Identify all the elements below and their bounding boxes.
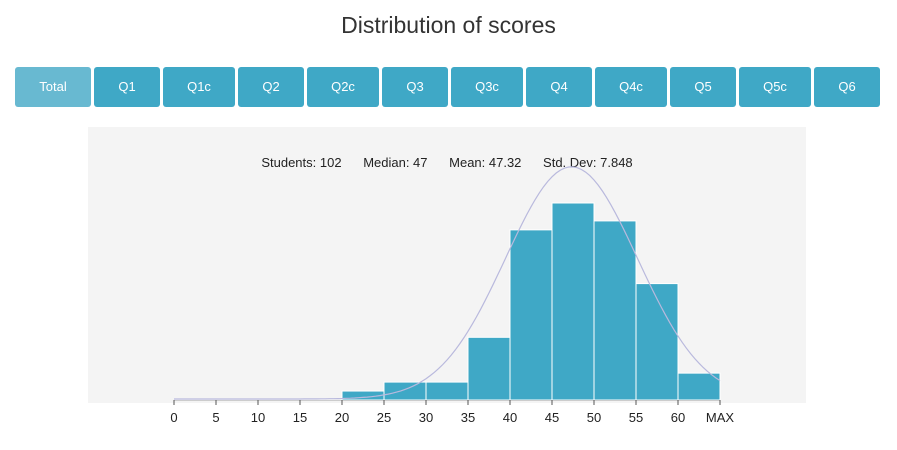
mean-value: Mean: 47.32 [449,155,522,170]
tab-q5c[interactable]: Q5c [739,67,811,107]
x-tick-label: 50 [587,410,601,425]
tab-q3c[interactable]: Q3c [451,67,523,107]
std-dev-value: Std. Dev: 7.848 [543,155,633,170]
x-tick-label: 40 [503,410,517,425]
x-tick-label: 20 [335,410,349,425]
tab-q4c[interactable]: Q4c [595,67,667,107]
chart-panel [88,127,806,403]
tab-total[interactable]: Total [15,67,91,107]
histogram-bar-60-65 [677,372,721,401]
x-tick-label: 60 [671,410,685,425]
histogram-bar-40-45 [509,229,553,401]
median-value: Median: 47 [363,155,428,170]
histogram-bar-25-30 [383,381,427,401]
summary-stats: Students: 102 Median: 47 Mean: 47.32 Std… [88,155,806,170]
x-tick-label: 25 [377,410,391,425]
x-tick-label: 45 [545,410,559,425]
histogram-bar-35-40 [467,336,511,401]
histogram-bar-45-50 [551,202,595,401]
tab-q4[interactable]: Q4 [526,67,592,107]
normal-curve-line [174,166,721,400]
x-tick-label: 10 [251,410,265,425]
students-count: Students: 102 [261,155,342,170]
tab-q5[interactable]: Q5 [670,67,736,107]
tab-q2c[interactable]: Q2c [307,67,379,107]
normal-curve [174,166,721,400]
x-tick-label: 30 [419,410,433,425]
x-tick-label: 0 [170,410,177,425]
tab-q2[interactable]: Q2 [238,67,304,107]
page-title: Distribution of scores [341,12,556,38]
histogram-bar-50-55 [593,220,637,401]
tab-q1[interactable]: Q1 [94,67,160,107]
x-axis: 0 5 10 15 20 25 30 35 40 45 50 55 60 MAX [170,400,734,425]
question-tabs: Total Q1 Q1c Q2 Q2c Q3 Q3c Q4 Q4c Q5 Q5c… [15,67,880,107]
tab-q6[interactable]: Q6 [814,67,880,107]
tab-q1c[interactable]: Q1c [163,67,235,107]
x-tick-label: MAX [706,410,735,425]
x-tick-label: 55 [629,410,643,425]
histogram-bar-55-60 [635,283,679,401]
x-tick-label: 15 [293,410,307,425]
histogram-bar-30-35 [425,381,469,401]
histogram-bars [341,202,721,401]
x-tick-label: 5 [212,410,219,425]
x-tick-label: 35 [461,410,475,425]
tab-q3[interactable]: Q3 [382,67,448,107]
